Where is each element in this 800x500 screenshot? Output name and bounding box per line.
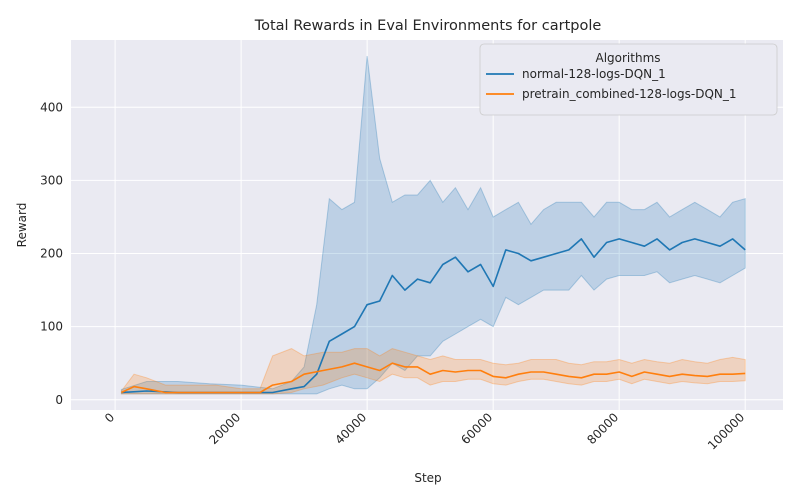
x-tick-label: 20000 [206, 410, 243, 447]
legend-entry-1: normal-128-logs-DQN_1 [522, 67, 666, 81]
y-tick-label: 0 [55, 393, 63, 407]
confidence-bands [120, 56, 746, 395]
x-tick-label: 40000 [332, 410, 369, 447]
legend-title: Algorithms [595, 51, 660, 65]
y-tick-label: 300 [40, 173, 63, 187]
series-lines [121, 238, 746, 394]
legend: Algorithms normal-128-logs-DQN_1 pretrain… [479, 43, 778, 116]
x-tick-label: 0 [102, 410, 117, 425]
y-axis-label: Reward [15, 203, 29, 248]
y-tick-label: 200 [40, 247, 63, 261]
x-tick-label: 100000 [705, 410, 747, 452]
series-2-band [120, 348, 746, 395]
series-1-band [120, 56, 746, 395]
y-tick-labels: 0 100 200 300 400 [40, 100, 63, 406]
series-2-line [121, 362, 746, 394]
chart-title: Total Rewards in Eval Environments for c… [254, 18, 602, 34]
x-tick-label: 80000 [584, 410, 621, 447]
x-tick-labels: 0 20000 40000 60000 80000 100000 [102, 410, 747, 452]
x-axis-label: Step [414, 471, 441, 485]
y-tick-label: 400 [40, 100, 63, 114]
legend-box [479, 43, 778, 116]
y-tick-label: 100 [40, 320, 63, 334]
x-tick-label: 60000 [458, 410, 495, 447]
series-1-line [121, 238, 746, 394]
legend-entry-2: pretrain_combined-128-logs-DQN_1 [522, 87, 737, 101]
